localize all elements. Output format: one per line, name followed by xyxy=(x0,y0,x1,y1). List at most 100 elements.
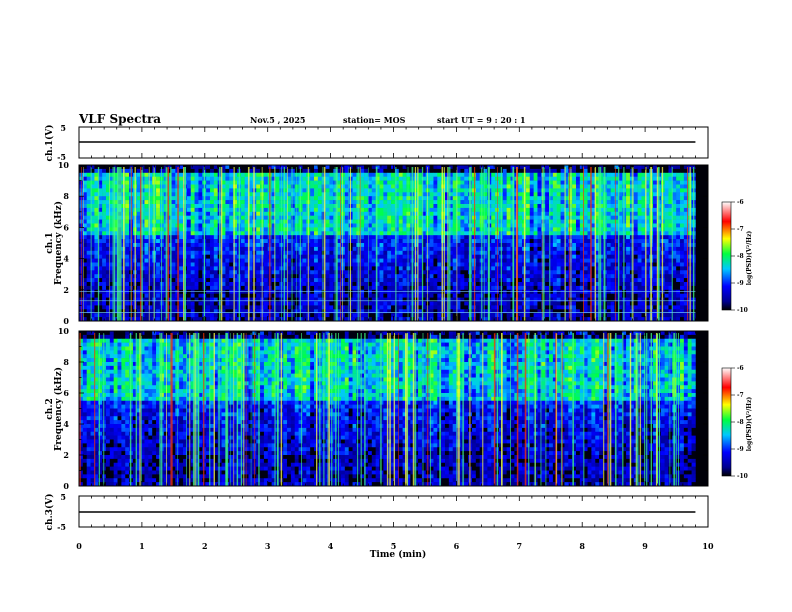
spectrogram-cell xyxy=(525,239,531,244)
spectrogram-cell xyxy=(329,243,334,248)
spectrogram-cell xyxy=(444,215,450,220)
spectrogram-cell xyxy=(595,188,600,193)
spectrogram-cell xyxy=(653,165,658,170)
spectrogram-cell xyxy=(387,215,392,220)
spectrogram-cell xyxy=(441,204,446,209)
spectrogram-cell xyxy=(483,192,488,197)
spectrogram-cell xyxy=(680,223,685,228)
spectrogram-cell xyxy=(456,227,461,232)
spectrogram-cell xyxy=(229,215,234,220)
spectrogram-cell xyxy=(113,246,118,252)
spectrogram-cell xyxy=(159,274,165,279)
spectrogram-cell xyxy=(105,184,111,189)
spectrogram-cell xyxy=(533,207,538,213)
spectrogram-cell xyxy=(579,172,584,177)
spectrogram-cell xyxy=(568,211,573,216)
spectrogram-cell xyxy=(433,235,438,240)
spectrogram-cell xyxy=(360,215,365,220)
spectrogram-cell xyxy=(560,188,565,193)
spectrogram-cell xyxy=(418,176,423,181)
spectrogram-cell xyxy=(379,204,384,209)
spectrogram-cell xyxy=(518,262,523,267)
spectrogram-cell xyxy=(179,258,184,263)
spectrogram-cell xyxy=(360,270,365,275)
spectrogram-cell xyxy=(529,219,534,224)
spectrogram-cell xyxy=(98,184,103,189)
spectrogram-cell xyxy=(213,207,218,213)
spectrogram-cell xyxy=(90,258,95,263)
spectrogram-cell xyxy=(568,274,573,279)
spectrogram-cell xyxy=(606,215,611,220)
spectrogram-cell xyxy=(402,246,407,252)
spectrogram-cell xyxy=(495,215,500,220)
spectrogram-cell xyxy=(275,165,280,170)
spectrogram-cell xyxy=(360,243,365,248)
spectrogram-cell xyxy=(421,188,427,193)
spectrogram-cell xyxy=(668,196,673,201)
spectrogram-cell xyxy=(229,270,234,275)
spectrogram-cell xyxy=(549,176,554,181)
spectrogram-cell xyxy=(337,243,342,248)
spectrogram-cell xyxy=(483,204,488,209)
spectrogram-cell xyxy=(337,172,342,177)
spectrogram-cell xyxy=(364,243,369,248)
spectrogram-cell xyxy=(340,231,346,236)
spectrogram-cell xyxy=(633,254,638,259)
spectrogram-cell xyxy=(491,168,496,174)
spectrogram-cell xyxy=(198,262,203,267)
spectrogram-cell xyxy=(367,254,373,259)
spectrogram-cell xyxy=(194,192,199,197)
spectrogram-cell xyxy=(441,192,446,197)
spectrogram-cell xyxy=(379,219,384,224)
spectrogram-cell xyxy=(595,278,600,283)
spectrogram-cell xyxy=(572,165,577,170)
spectrogram-cell xyxy=(529,243,534,248)
spectrogram-cell xyxy=(344,262,349,267)
spectrogram-cell xyxy=(448,211,454,216)
spectrogram-cell xyxy=(367,231,373,236)
spectrogram-cell xyxy=(82,196,88,201)
spectrogram-cell xyxy=(194,165,199,170)
spectrogram-cell xyxy=(314,223,319,228)
spectrogram-cell xyxy=(156,200,161,205)
spectrogram-cell xyxy=(394,231,400,236)
spectrogram-cell xyxy=(595,266,600,271)
spectrogram-cell xyxy=(591,215,596,220)
spectrogram-cell xyxy=(325,243,330,248)
spectrogram-cell xyxy=(233,223,238,228)
spectrogram-cell xyxy=(248,270,253,275)
spectrogram-cell xyxy=(113,266,118,271)
spectrogram-cell xyxy=(626,176,631,181)
spectrogram-cell xyxy=(233,262,238,267)
spectrogram-cell xyxy=(680,211,685,216)
spectrogram-cell xyxy=(248,207,253,213)
spectrogram-cell xyxy=(394,165,400,170)
spectrogram-cell xyxy=(321,184,326,189)
spectrogram-cell xyxy=(248,250,253,255)
spectrogram-cell xyxy=(371,192,376,197)
spectrogram-cell xyxy=(314,219,319,224)
spectrogram-cell xyxy=(568,165,573,170)
spectrogram-cell xyxy=(325,192,330,197)
spectrogram-cell xyxy=(105,250,111,255)
spectrogram-cell xyxy=(179,172,184,177)
spectrogram-cell xyxy=(506,165,511,170)
spectrogram-cell xyxy=(314,239,319,244)
spectrogram-cell xyxy=(302,207,307,213)
spectrogram-cell xyxy=(221,180,226,185)
spectrogram-cell xyxy=(680,204,685,209)
spectrogram-cell xyxy=(156,282,161,287)
spectrogram-cell xyxy=(329,176,334,181)
spectrogram-cell xyxy=(102,192,107,197)
spectrogram-cell xyxy=(171,207,176,213)
spectrogram-cell xyxy=(564,278,569,283)
spectrogram-cell xyxy=(225,274,230,279)
spectrogram-cell xyxy=(364,180,369,185)
spectrogram-cell xyxy=(444,184,450,189)
spectrogram-cell xyxy=(552,270,558,275)
spectrogram-cell xyxy=(421,223,427,228)
spectrogram-cell xyxy=(506,211,511,216)
spectrogram-cell xyxy=(233,250,238,255)
spectrogram-cell xyxy=(429,231,434,236)
spectrogram-cell xyxy=(233,258,238,263)
